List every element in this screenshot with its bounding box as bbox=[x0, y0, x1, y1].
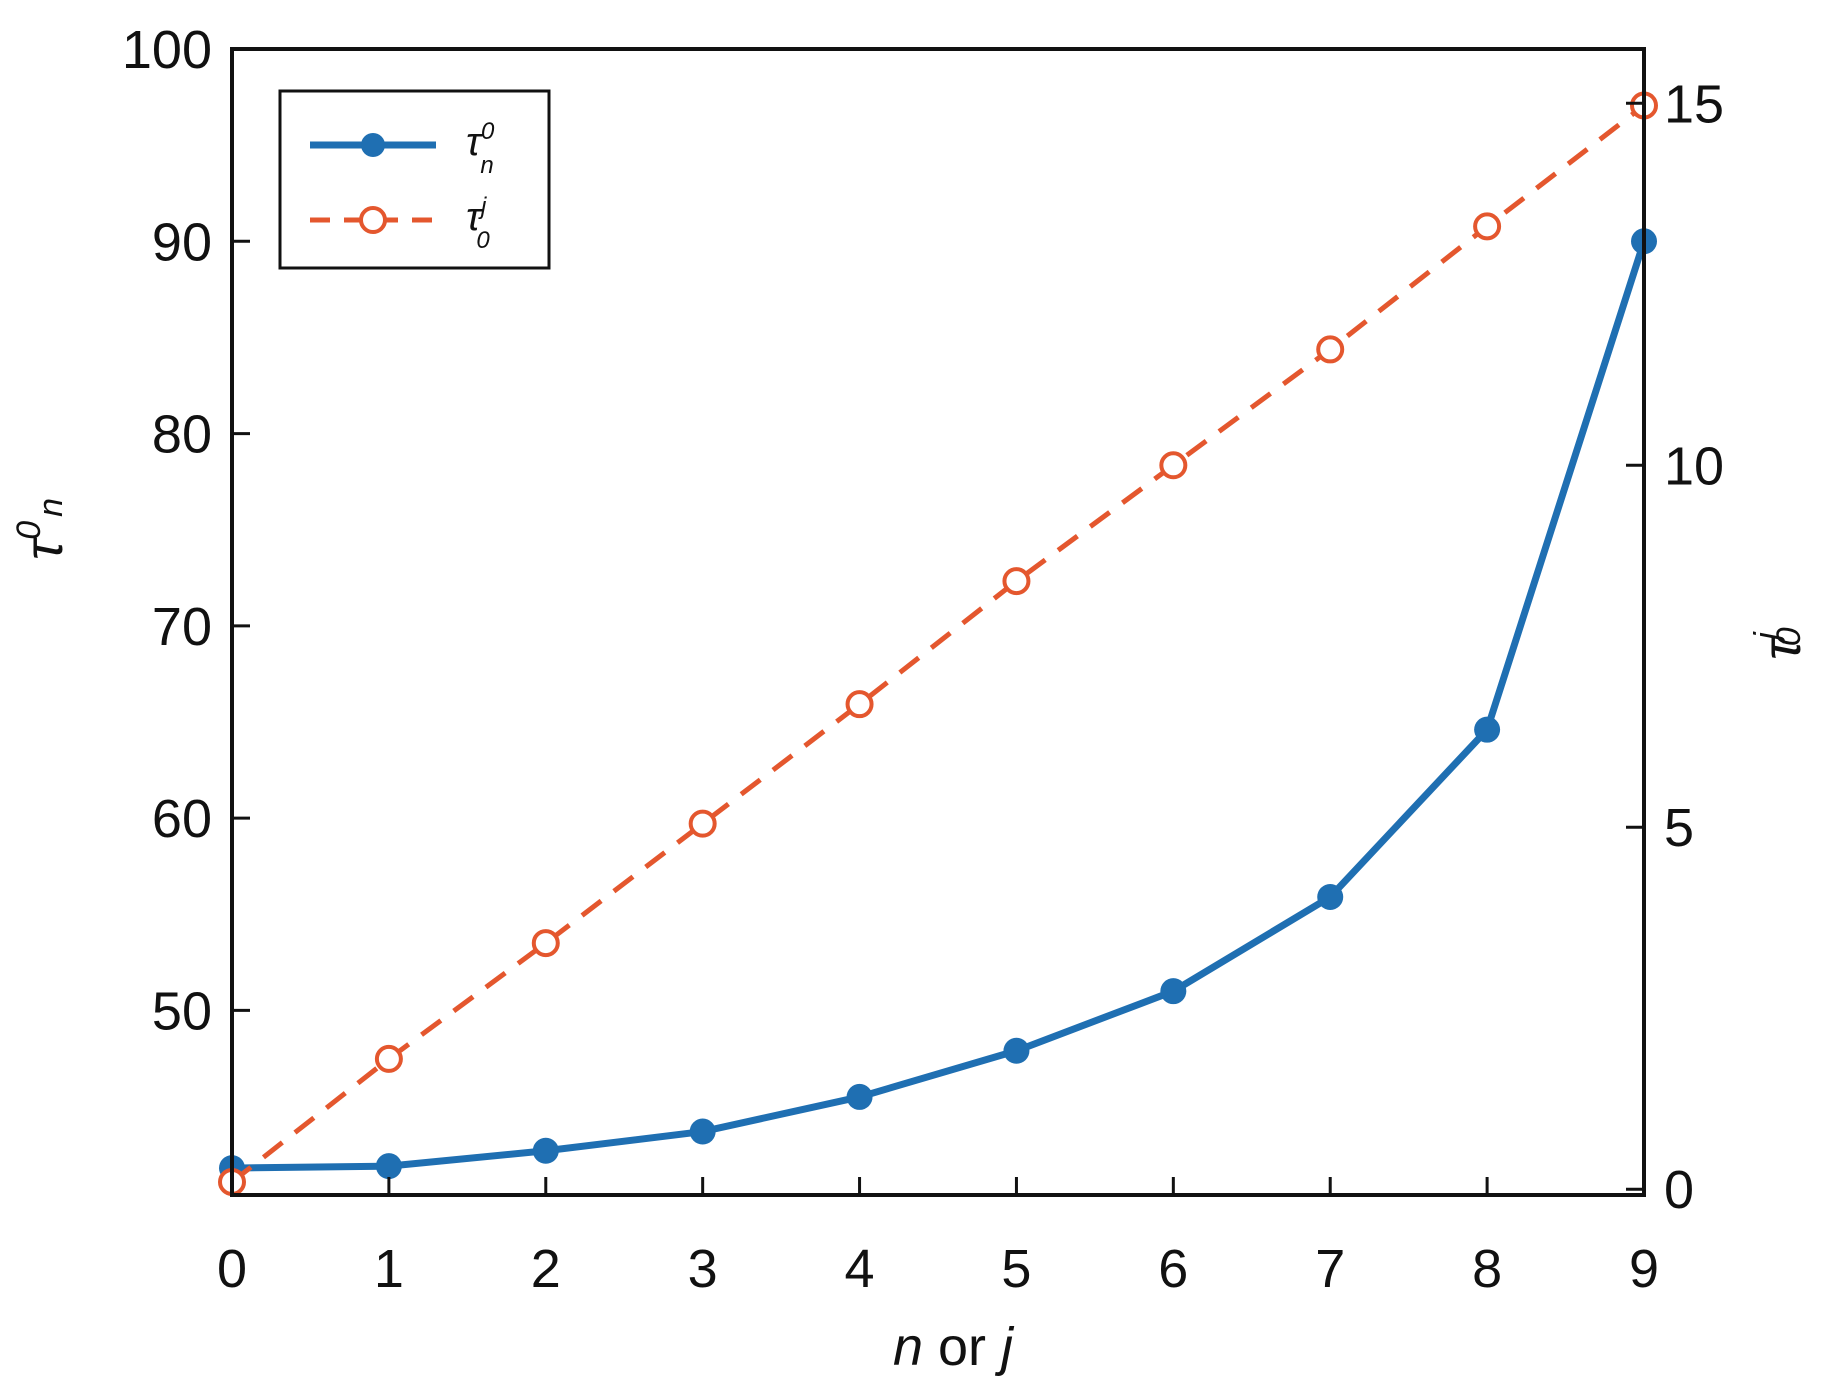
ticks-layer: 0 1 2 3 4 5 6 7 8 9 50 60 70 80 90 100 0 5 10 15 bbox=[122, 20, 1724, 1299]
legend-label-blue: τ0 n bbox=[466, 118, 495, 179]
x-tick-label: 1 bbox=[374, 1239, 404, 1299]
data-point-right bbox=[531, 929, 560, 958]
data-point-left bbox=[1160, 978, 1187, 1005]
y-right-tick-label: 15 bbox=[1664, 74, 1724, 134]
x-tick-label: 7 bbox=[1315, 1239, 1345, 1299]
y-left-tick-label: 80 bbox=[152, 405, 212, 465]
legend-box bbox=[278, 89, 551, 270]
series-line-right bbox=[230, 103, 1646, 1184]
y-right-tick-label: 5 bbox=[1664, 798, 1694, 858]
y-left-tick-label: 100 bbox=[122, 20, 212, 80]
y-axis-label-left: τ0n bbox=[10, 498, 74, 560]
data-point-right bbox=[1473, 212, 1502, 241]
data-point-left bbox=[532, 1137, 559, 1164]
y-right-tick-label: 10 bbox=[1664, 436, 1724, 496]
x-tick-label: 0 bbox=[217, 1239, 247, 1299]
data-point-right bbox=[1002, 567, 1031, 596]
series-layer bbox=[218, 91, 1658, 1196]
y-right-tick-label: 0 bbox=[1664, 1160, 1694, 1220]
x-tick-label: 8 bbox=[1472, 1239, 1502, 1299]
y-left-tick-label: 50 bbox=[152, 981, 212, 1041]
data-point-left bbox=[1003, 1037, 1030, 1064]
y-left-tick-label: 90 bbox=[152, 212, 212, 272]
data-point-right bbox=[688, 809, 717, 838]
x-tick-label: 6 bbox=[1158, 1239, 1188, 1299]
x-tick-label: 4 bbox=[845, 1239, 875, 1299]
data-point-right bbox=[1316, 335, 1345, 364]
legend: τ0 n τj 0 bbox=[278, 89, 551, 270]
x-tick-label: 9 bbox=[1629, 1239, 1659, 1299]
legend-label-orange: τj 0 bbox=[466, 193, 490, 254]
data-point-left bbox=[375, 1153, 402, 1180]
y-left-tick-label: 60 bbox=[152, 789, 212, 849]
y-axis-label-right: τj0 bbox=[1748, 627, 1812, 660]
x-axis-label: n or j bbox=[893, 1317, 1015, 1377]
data-point-left bbox=[1317, 883, 1344, 910]
legend-marker-orange bbox=[359, 206, 387, 234]
y-left-tick-label: 70 bbox=[152, 597, 212, 657]
plot-frame bbox=[230, 47, 1646, 1197]
series-line-left bbox=[231, 240, 1648, 1172]
data-point-left bbox=[1474, 716, 1501, 743]
data-point-right bbox=[374, 1044, 403, 1073]
x-tick-label: 3 bbox=[688, 1239, 718, 1299]
data-point-left bbox=[689, 1118, 716, 1145]
data-point-right bbox=[845, 690, 874, 719]
data-point-right bbox=[1159, 451, 1188, 480]
legend-marker-blue bbox=[361, 133, 385, 157]
data-point-left bbox=[846, 1083, 873, 1110]
x-tick-label: 5 bbox=[1001, 1239, 1031, 1299]
x-tick-label: 2 bbox=[531, 1239, 561, 1299]
